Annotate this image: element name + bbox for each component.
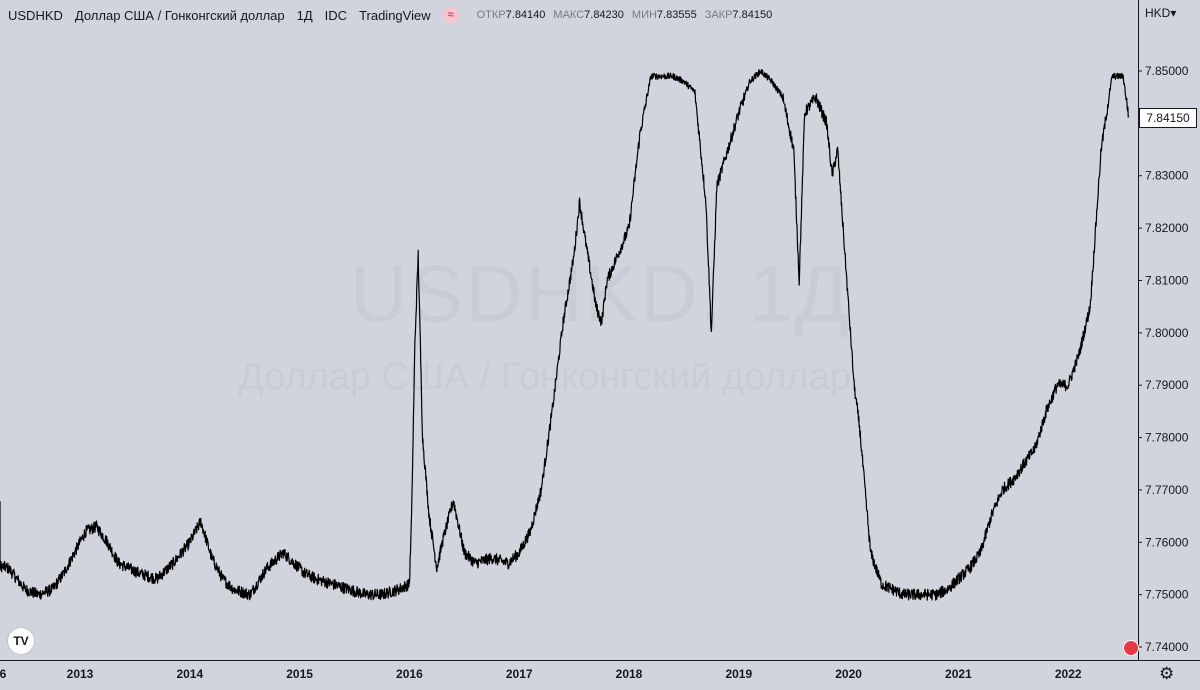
y-tick-label: 7.80000 [1145, 326, 1189, 340]
open-value: 7.84140 [505, 9, 546, 21]
y-tick-label: 7.81000 [1145, 273, 1189, 287]
y-tick-label: 7.77000 [1145, 483, 1189, 497]
y-tick-label: 7.83000 [1145, 169, 1189, 183]
us-flag-icon [1123, 640, 1139, 656]
symbol-label[interactable]: USDHKD [8, 7, 63, 23]
interval-label[interactable]: 1Д [296, 7, 313, 23]
x-tick-label: 2019 [725, 667, 752, 681]
exchange-label: IDC [324, 7, 348, 23]
last-price-label: 7.84150 [1139, 108, 1197, 128]
chevron-down-icon: ▾ [1170, 6, 1177, 20]
y-tick-label: 7.78000 [1145, 431, 1189, 445]
close-value: 7.84150 [732, 9, 773, 21]
x-tick-label: 2018 [616, 667, 643, 681]
gear-icon[interactable]: ⚙ [1159, 664, 1175, 683]
open-label: ОТКР [476, 9, 506, 21]
x-tick-label: 2015 [286, 667, 313, 681]
chart-header: USDHKD Доллар США / Гонконгский доллар 1… [0, 0, 772, 30]
y-tick-label: 7.82000 [1145, 221, 1189, 235]
watermark-symbol: USDHKD, 1Д [350, 249, 851, 338]
high-value: 7.84230 [584, 9, 624, 21]
low-value: 7.83555 [656, 9, 697, 21]
time-axis[interactable] [0, 660, 1200, 690]
x-tick-label: 2016 [396, 667, 423, 681]
series-line [0, 68, 1130, 601]
currency-button[interactable]: HKD▾ [1145, 6, 1176, 20]
ohlc-readout: ОТКР 7.84140 МАКС 7.84230 МИН 7.83555 ЗАКР 7… [469, 9, 773, 21]
y-tick-label: 7.76000 [1145, 535, 1189, 549]
currency-label: HKD [1145, 6, 1171, 20]
x-tick-label: 2020 [835, 667, 862, 681]
x-tick-label: 2021 [945, 667, 972, 681]
watermark-description: Доллар США / Гонконгский доллар [238, 356, 851, 398]
x-tick-label: 2013 [67, 667, 94, 681]
y-tick-label: 7.75000 [1145, 588, 1189, 602]
x-tick-label: 2017 [506, 667, 533, 681]
price-axis[interactable] [1138, 0, 1200, 660]
provider-label: TradingView [359, 7, 431, 23]
description-label: Доллар США / Гонконгский доллар [74, 7, 285, 23]
x-tick-label: 6 [0, 667, 7, 681]
y-tick-label: 7.79000 [1145, 378, 1189, 392]
y-tick-label: 7.85000 [1145, 64, 1189, 78]
low-label: МИН [631, 9, 657, 21]
data-source-icon[interactable]: ≈ [442, 7, 459, 23]
high-label: МАКС [553, 9, 585, 21]
tradingview-logo-icon[interactable]: TV [8, 628, 34, 654]
close-label: ЗАКР [704, 9, 733, 21]
x-tick-label: 2022 [1055, 667, 1082, 681]
x-tick-label: 2014 [176, 667, 203, 681]
y-tick-label: 7.74000 [1145, 640, 1189, 654]
